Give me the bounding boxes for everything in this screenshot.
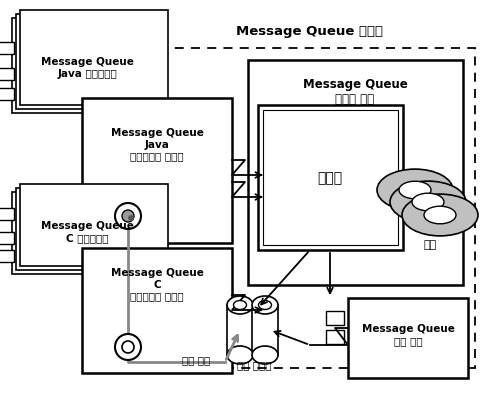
- Bar: [0, 68, 14, 80]
- Bar: [16, 14, 164, 109]
- Circle shape: [122, 341, 134, 353]
- Text: 객체 저장소: 객체 저장소: [237, 360, 271, 370]
- Text: 관리 객체: 관리 객체: [182, 355, 210, 365]
- Text: Message Queue
관리 도구: Message Queue 관리 도구: [362, 324, 454, 346]
- Bar: [160, 48, 475, 368]
- Text: Message Queue 서비스: Message Queue 서비스: [237, 26, 384, 39]
- Bar: [12, 18, 160, 113]
- Circle shape: [115, 203, 141, 229]
- Bar: [252, 305, 278, 355]
- Bar: [82, 98, 232, 243]
- Text: 브로커: 브로커: [317, 171, 343, 185]
- Circle shape: [115, 334, 141, 360]
- Text: Message Queue
Java
클라이언트 런타임: Message Queue Java 클라이언트 런타임: [111, 129, 203, 162]
- Bar: [20, 184, 168, 266]
- Text: Message Queue
C
클라이언트 런타임: Message Queue C 클라이언트 런타임: [111, 268, 203, 301]
- Bar: [12, 192, 160, 274]
- Bar: [0, 42, 14, 54]
- Ellipse shape: [399, 181, 431, 199]
- Bar: [248, 60, 463, 285]
- Bar: [258, 105, 403, 250]
- Bar: [20, 10, 168, 105]
- Bar: [263, 110, 398, 245]
- Ellipse shape: [259, 301, 271, 310]
- Bar: [348, 298, 468, 378]
- Bar: [326, 311, 344, 325]
- Bar: [0, 250, 14, 262]
- Ellipse shape: [377, 169, 453, 211]
- Bar: [0, 88, 14, 100]
- Ellipse shape: [233, 301, 246, 310]
- Text: 대상: 대상: [424, 240, 437, 250]
- Ellipse shape: [424, 206, 456, 224]
- Circle shape: [128, 215, 134, 220]
- Ellipse shape: [252, 296, 278, 314]
- Ellipse shape: [227, 346, 253, 364]
- Ellipse shape: [390, 181, 466, 223]
- Ellipse shape: [252, 346, 278, 364]
- Bar: [16, 188, 164, 270]
- Text: Message Queue
C 클라이언트: Message Queue C 클라이언트: [41, 221, 133, 243]
- Ellipse shape: [412, 193, 444, 211]
- Bar: [0, 232, 14, 244]
- Bar: [0, 208, 14, 220]
- Bar: [82, 248, 232, 373]
- Text: Message Queue
Java 클라이언트: Message Queue Java 클라이언트: [41, 57, 133, 79]
- Bar: [326, 330, 344, 344]
- Text: Message Queue
메시지 서버: Message Queue 메시지 서버: [303, 78, 407, 106]
- Circle shape: [122, 210, 134, 222]
- Ellipse shape: [227, 296, 253, 314]
- Ellipse shape: [402, 194, 478, 236]
- Bar: [227, 305, 253, 355]
